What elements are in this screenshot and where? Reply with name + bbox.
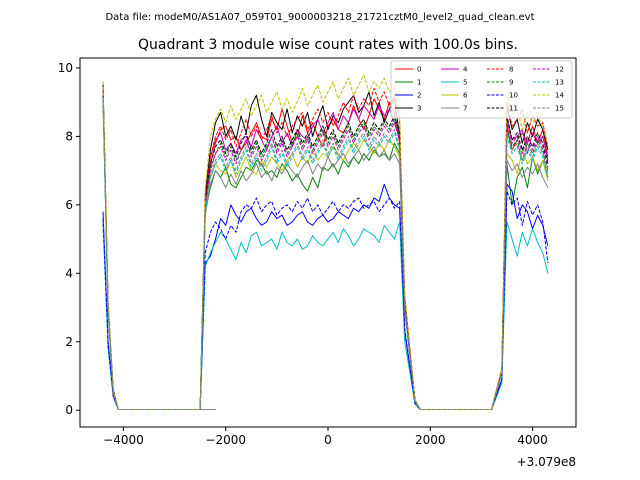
series-line-0	[102, 85, 549, 411]
x-tick-label: −4000	[103, 433, 144, 447]
legend-entry-label: 4	[463, 66, 468, 74]
legend-entry-label: 2	[417, 92, 421, 100]
legend-entry-label: 5	[463, 79, 467, 87]
series-line-5	[102, 221, 549, 411]
legend-entry-label: 15	[555, 105, 564, 113]
x-tick-label: 4000	[517, 433, 548, 447]
x-axis: −4000 −2000 0 2000 4000	[103, 427, 548, 447]
legend-entry-label: 0	[417, 66, 421, 74]
legend-frame	[390, 60, 573, 119]
legend-entry-label: 9	[509, 79, 513, 87]
legend-entry-label: 3	[417, 105, 421, 113]
chart-title: Quadrant 3 module wise count rates with …	[138, 37, 518, 53]
legend-entry-label: 11	[509, 105, 518, 113]
series-line-1	[102, 95, 549, 411]
legend-entry-label: 7	[463, 105, 467, 113]
plot-area	[102, 74, 549, 411]
series-line-12	[102, 91, 549, 411]
x-tick-label: 0	[324, 433, 332, 447]
y-tick-label: 8	[65, 129, 73, 143]
x-tick-label: 2000	[415, 433, 446, 447]
legend-entry-label: 1	[417, 79, 421, 87]
series-line-15	[102, 98, 549, 411]
y-tick-label: 6	[65, 198, 73, 212]
legend-entry-label: 8	[509, 66, 513, 74]
legend-entry-label: 12	[555, 66, 564, 74]
series-line-13	[102, 102, 549, 411]
y-tick-label: 0	[65, 403, 73, 417]
series-line-10	[102, 190, 549, 411]
legend-entry-label: 10	[509, 92, 518, 100]
y-tick-label: 4	[65, 266, 73, 280]
x-tick-label: −2000	[205, 433, 246, 447]
legend-entry-label: 6	[463, 92, 468, 100]
legend-entry-label: 13	[555, 79, 564, 87]
y-axis: 0 2 4 6 8 10	[58, 61, 80, 417]
y-tick-label: 2	[65, 335, 73, 349]
series-line-2	[102, 183, 549, 411]
x-axis-offset-label: +3.079e8	[517, 455, 576, 469]
chart-suptitle: Data file: modeM0/AS1A07_059T01_90000032…	[105, 12, 534, 23]
y-tick-label: 10	[58, 61, 73, 75]
series-line-9	[102, 95, 549, 411]
series-line-3	[102, 81, 549, 411]
legend-entry-label: 14	[555, 92, 564, 100]
